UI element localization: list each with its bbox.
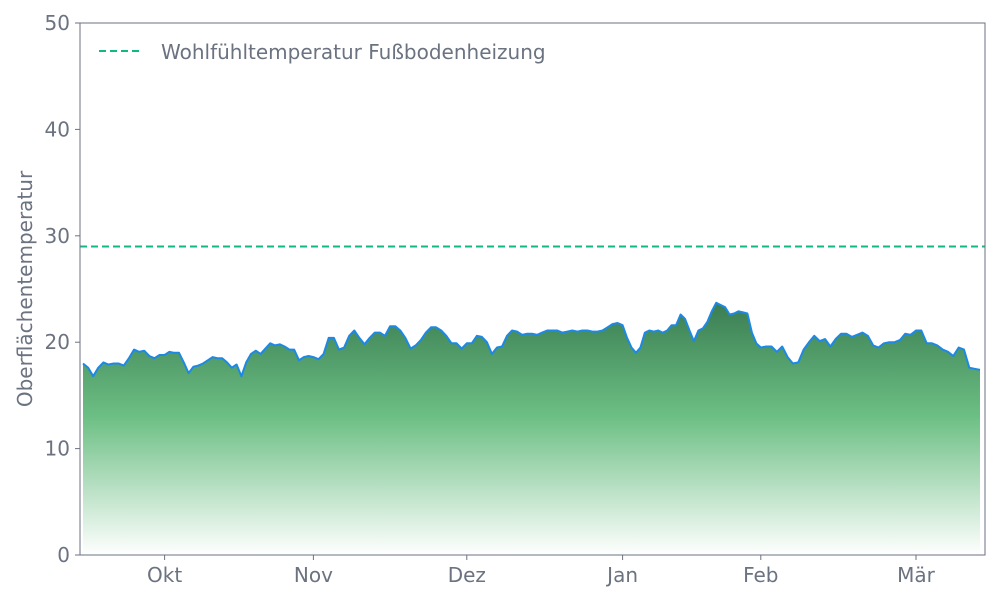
x-tick-label: Nov (294, 563, 333, 587)
x-tick-label: Dez (448, 563, 486, 587)
temperature-area-fill (83, 303, 980, 555)
y-tick-label: 50 (45, 11, 70, 35)
y-tick-label: 30 (45, 224, 70, 248)
x-tick-label: Jan (605, 563, 638, 587)
x-tick-label: Feb (743, 563, 778, 587)
legend: Wohlfühltemperatur Fußbodenheizung (99, 40, 546, 64)
y-tick-label: 40 (45, 117, 70, 141)
y-axis-label: Oberflächentemperatur (13, 170, 37, 407)
x-tick-label: Okt (147, 563, 182, 587)
legend-label: Wohlfühltemperatur Fußbodenheizung (161, 40, 546, 64)
y-tick-label: 0 (57, 543, 70, 567)
y-tick-label: 20 (45, 330, 70, 354)
y-tick-label: 10 (45, 437, 70, 461)
x-tick-label: Mär (897, 563, 936, 587)
